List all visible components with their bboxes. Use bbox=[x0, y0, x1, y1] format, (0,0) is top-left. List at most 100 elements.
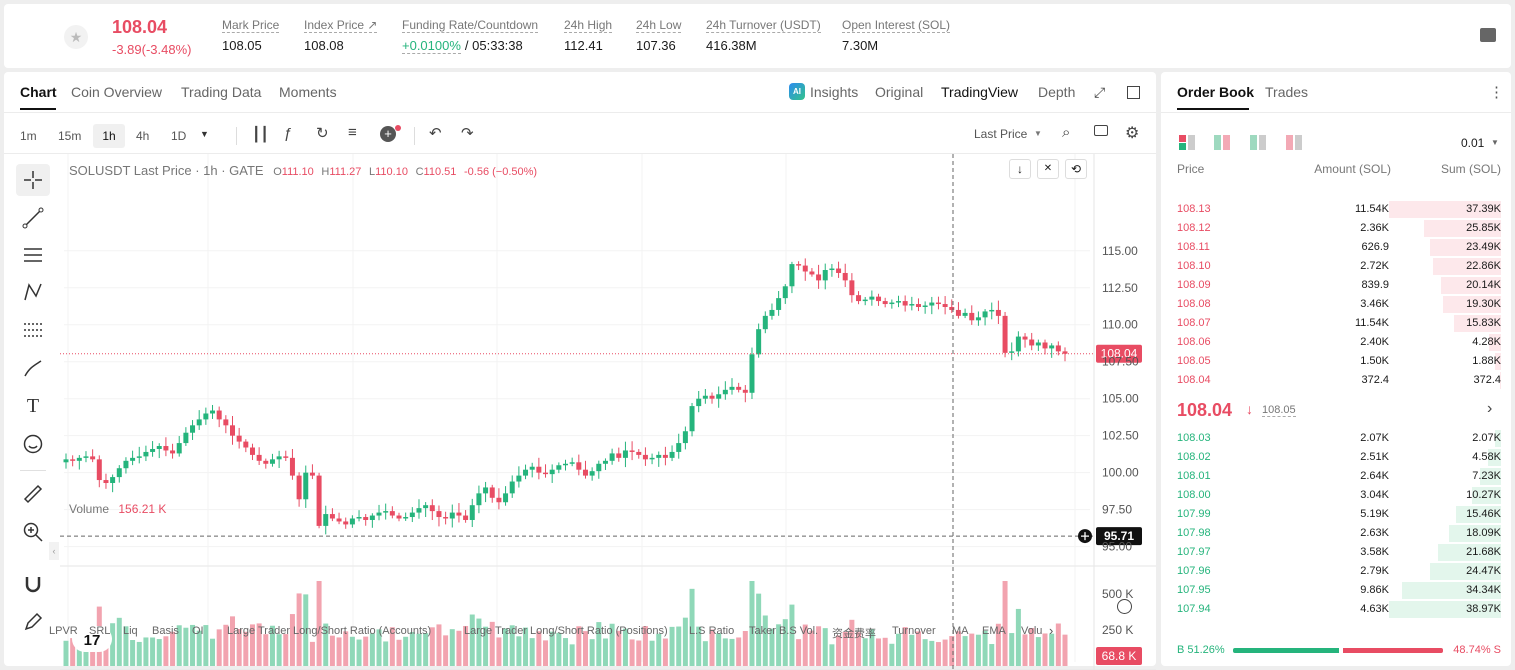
tab-trading-data[interactable]: Trading Data bbox=[181, 84, 262, 100]
row-sum: 10.27K bbox=[1466, 489, 1501, 501]
view-split-icon[interactable] bbox=[1214, 135, 1230, 150]
bid-row[interactable]: 107.98 2.63K 18.09K bbox=[1161, 524, 1511, 543]
tab-depth[interactable]: Depth bbox=[1038, 84, 1076, 100]
view-bids-icon[interactable] bbox=[1250, 135, 1266, 150]
ask-row[interactable]: 108.12 2.36K 25.85K bbox=[1161, 219, 1511, 238]
timeframe-1d[interactable]: 1D bbox=[171, 129, 187, 143]
ask-row[interactable]: 108.07 11.54K 15.83K bbox=[1161, 314, 1511, 333]
tab-insights[interactable]: Insights bbox=[810, 84, 859, 100]
tab-chart[interactable]: Chart bbox=[20, 84, 57, 100]
horizontal-lines-tool-icon[interactable] bbox=[16, 239, 50, 271]
ask-row[interactable]: 108.05 1.50K 1.88K bbox=[1161, 352, 1511, 371]
precision-chevron-icon[interactable]: ▼ bbox=[1491, 138, 1499, 147]
chart-settings-icon[interactable] bbox=[1117, 599, 1132, 614]
expand-chevron-icon[interactable]: › bbox=[1487, 400, 1493, 417]
indicator-toggle[interactable]: L.S Ratio bbox=[689, 625, 735, 637]
text-tool-icon[interactable]: T bbox=[26, 394, 40, 417]
pattern-tool-icon[interactable] bbox=[16, 276, 50, 308]
maximize-window-icon[interactable] bbox=[1127, 86, 1140, 99]
pencil-tool-icon[interactable] bbox=[16, 606, 50, 638]
indicator-toggle[interactable]: Taker B.S Vol. bbox=[749, 625, 819, 637]
indicators-icon[interactable]: ƒ bbox=[284, 125, 293, 142]
bid-row[interactable]: 107.94 4.63K 38.97K bbox=[1161, 600, 1511, 619]
undo-icon[interactable]: ↶ bbox=[429, 125, 442, 142]
emoji-tool-icon[interactable] bbox=[16, 428, 50, 460]
brush-tool-icon[interactable] bbox=[16, 352, 50, 384]
tab-tradingview[interactable]: TradingView bbox=[941, 84, 1019, 100]
tab-trades[interactable]: Trades bbox=[1265, 84, 1309, 100]
price-type-chevron-icon[interactable]: ▼ bbox=[1034, 129, 1042, 138]
indicator-toggle[interactable]: SRL bbox=[89, 625, 111, 637]
bid-row[interactable]: 107.96 2.79K 24.47K bbox=[1161, 562, 1511, 581]
search-icon[interactable]: ⌕ bbox=[1062, 124, 1071, 141]
candle-type-icon[interactable]: ┃┃ bbox=[252, 126, 269, 142]
indicator-toggle[interactable]: Volu bbox=[1021, 625, 1043, 637]
timeframe-1h[interactable]: 1h bbox=[93, 124, 125, 148]
bid-row[interactable]: 108.02 2.51K 4.58K bbox=[1161, 448, 1511, 467]
tab-original[interactable]: Original bbox=[875, 84, 924, 100]
view-both-icon[interactable] bbox=[1179, 135, 1195, 150]
collapse-legend-button[interactable]: ✕ bbox=[1037, 159, 1059, 179]
ask-row[interactable]: 108.10 2.72K 22.86K bbox=[1161, 257, 1511, 276]
camera-icon[interactable] bbox=[1094, 125, 1108, 136]
ask-row[interactable]: 108.08 3.46K 19.30K bbox=[1161, 295, 1511, 314]
timeframe-dropdown-icon[interactable]: ▼ bbox=[200, 129, 209, 139]
timeframe-1m[interactable]: 1m bbox=[20, 129, 37, 143]
indicator-toggle[interactable]: LPVR bbox=[49, 625, 78, 637]
bid-row[interactable]: 107.95 9.86K 34.34K bbox=[1161, 581, 1511, 600]
ask-row[interactable]: 108.13 11.54K 37.39K bbox=[1161, 200, 1511, 219]
depth-bar bbox=[1443, 296, 1501, 313]
tab-moments[interactable]: Moments bbox=[279, 84, 337, 100]
bid-row[interactable]: 107.97 3.58K 21.68K bbox=[1161, 543, 1511, 562]
collapse-toolbar-icon[interactable]: ‹ bbox=[49, 542, 59, 560]
indicator-toggle[interactable]: Basis bbox=[152, 625, 179, 637]
fib-tool-icon[interactable] bbox=[16, 314, 50, 346]
timeframe-15m[interactable]: 15m bbox=[58, 129, 82, 143]
crosshair-tool-icon[interactable] bbox=[16, 164, 50, 196]
add-indicator-icon[interactable]: + bbox=[380, 126, 396, 142]
bid-row[interactable]: 107.99 5.19K 15.46K bbox=[1161, 505, 1511, 524]
notebook-icon[interactable] bbox=[1480, 28, 1496, 42]
view-asks-icon[interactable] bbox=[1286, 135, 1302, 150]
timeframe-4h[interactable]: 4h bbox=[136, 129, 150, 143]
scroll-down-button[interactable]: ↓ bbox=[1009, 159, 1031, 179]
ask-row[interactable]: 108.06 2.40K 4.28K bbox=[1161, 333, 1511, 352]
candle-body bbox=[989, 309, 995, 312]
ask-row[interactable]: 108.09 839.9 20.14K bbox=[1161, 276, 1511, 295]
settings-gear-icon[interactable]: ⚙ bbox=[1125, 125, 1140, 142]
precision-select[interactable]: 0.01 bbox=[1461, 136, 1485, 150]
indicator-toggle[interactable]: EMA bbox=[982, 625, 1006, 637]
volume-bar bbox=[403, 636, 409, 666]
indicators-more-icon[interactable]: › bbox=[1049, 623, 1054, 638]
bid-row[interactable]: 108.01 2.64K 7.23K bbox=[1161, 467, 1511, 486]
indicator-toggle[interactable]: Turnover bbox=[892, 625, 936, 637]
favorite-star-icon[interactable]: ★ bbox=[64, 25, 88, 49]
trend-line-tool-icon[interactable] bbox=[16, 202, 50, 234]
ask-row[interactable]: 108.04 372.4 372.4 bbox=[1161, 371, 1511, 390]
price-type-select[interactable]: Last Price bbox=[974, 127, 1028, 141]
bid-row[interactable]: 108.00 3.04K 10.27K bbox=[1161, 486, 1511, 505]
bid-row[interactable]: 108.03 2.07K 2.07K bbox=[1161, 429, 1511, 448]
zoom-in-tool-icon[interactable] bbox=[16, 516, 50, 548]
tab-coin-overview[interactable]: Coin Overview bbox=[71, 84, 163, 100]
fullscreen-icon[interactable]: ⤢ bbox=[1094, 84, 1106, 100]
indicator-toggle[interactable]: Liq bbox=[123, 625, 138, 637]
volume-bar bbox=[110, 623, 116, 666]
templates-icon[interactable]: ≡ bbox=[348, 124, 357, 141]
volume-bar bbox=[170, 631, 176, 666]
row-sum: 22.86K bbox=[1466, 260, 1501, 272]
magnet-tool-icon[interactable] bbox=[16, 568, 50, 600]
price-chart[interactable]: 108.04 95.71 115.00 112.50 110.00 107.50 105.0… bbox=[60, 154, 1160, 670]
redo-icon[interactable]: ↷ bbox=[461, 125, 474, 142]
more-options-icon[interactable]: ⋮ bbox=[1489, 84, 1504, 101]
indicator-toggle[interactable]: MA bbox=[952, 625, 969, 637]
indicator-toggle[interactable]: OI bbox=[192, 625, 204, 637]
tab-order-book[interactable]: Order Book bbox=[1177, 84, 1255, 100]
reset-chart-button[interactable]: ⟲ bbox=[1065, 159, 1087, 179]
indicator-toggle[interactable]: Large Trader Long/Short Ratio (Positions… bbox=[464, 625, 668, 637]
ruler-tool-icon[interactable] bbox=[16, 478, 50, 510]
indicator-toggle[interactable]: Large Trader Long/Short Ratio (Accounts) bbox=[227, 625, 432, 637]
indicator-toggle[interactable]: 资金费率 bbox=[832, 628, 876, 640]
compare-icon[interactable]: ↻ bbox=[316, 125, 329, 142]
ask-row[interactable]: 108.11 626.9 23.49K bbox=[1161, 238, 1511, 257]
